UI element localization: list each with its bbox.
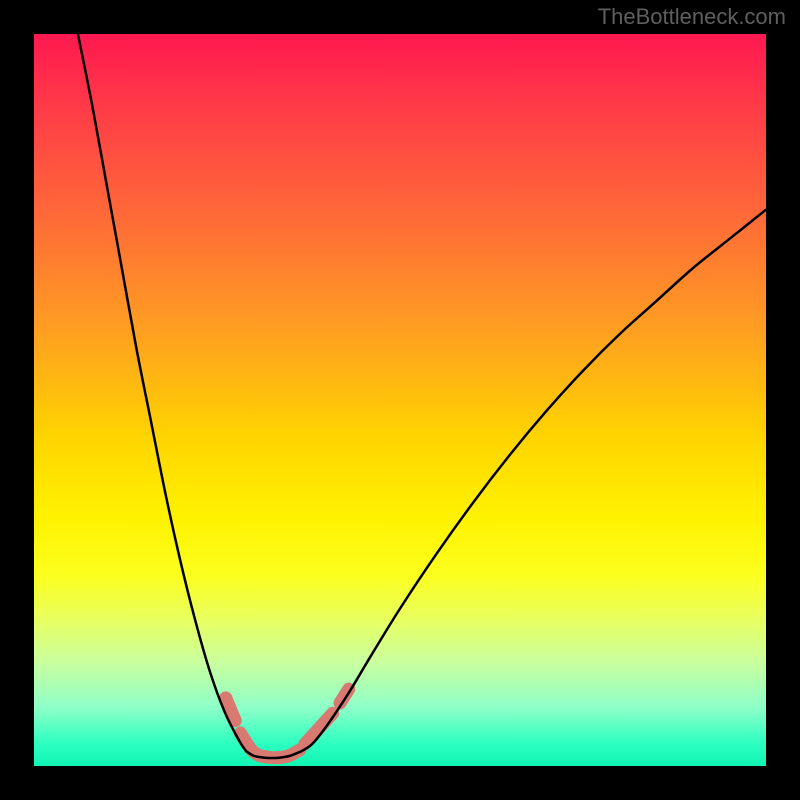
chart-frame: TheBottleneck.com bbox=[0, 0, 800, 800]
curves-svg bbox=[34, 34, 766, 766]
curve-lines bbox=[78, 34, 766, 758]
curve-right-branch bbox=[301, 210, 766, 752]
curve-left-branch bbox=[78, 34, 246, 751]
plot-area bbox=[34, 34, 766, 766]
marker-segment-2 bbox=[305, 713, 333, 744]
watermark-text: TheBottleneck.com bbox=[598, 4, 786, 30]
